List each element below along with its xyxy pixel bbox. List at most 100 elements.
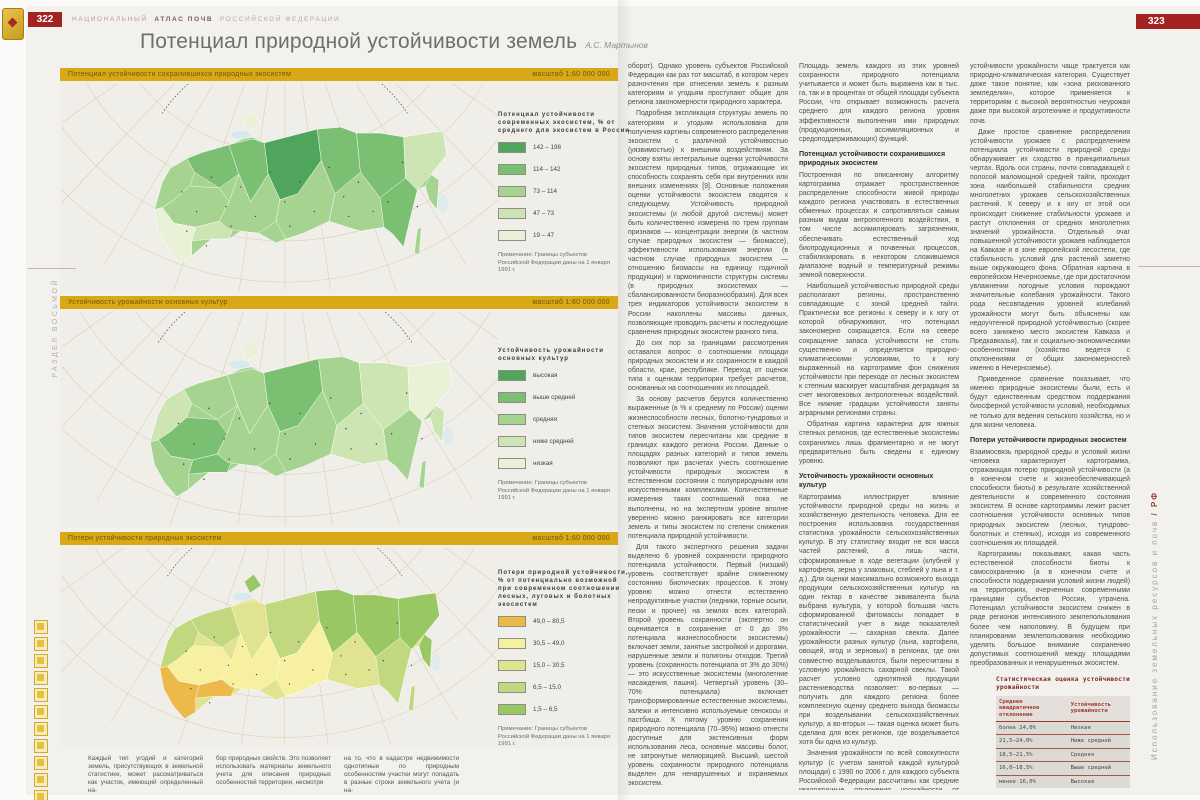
legend-label: выше средней (533, 394, 576, 401)
legend-color-swatch (498, 186, 526, 197)
legend-color-swatch (498, 414, 526, 425)
legend-item: низкая (498, 458, 630, 469)
legend-color-swatch (498, 208, 526, 219)
table-column-header: Среднее квадратичное отклонение (996, 696, 1068, 722)
thumbnail-marker-icon (34, 671, 48, 685)
legend-item: 1,5 – 6,5 (498, 704, 630, 715)
map1-legend-title: Потенциал устойчивости современных экоси… (498, 112, 630, 134)
legend-color-swatch (498, 370, 526, 381)
page-number-right: 323 (1136, 14, 1200, 29)
table-cell: Средняя (1067, 747, 1130, 762)
thumbnail-marker-icon (34, 705, 48, 719)
section-heading: Устойчивость урожайности основных культу… (799, 471, 934, 489)
body-paragraph: Картограмма иллюстрирует влияние устойчи… (799, 493, 959, 747)
map1-legend-note: Примечание: Границы субъектов Российской… (498, 252, 610, 273)
legend-label: 114 – 142 (533, 166, 561, 173)
russia-map (0, 0, 606, 359)
legend-color-swatch (498, 638, 526, 649)
section-label: РАЗДЕЛ ВОСЬМОЙ (52, 278, 59, 378)
legend-label: 49,0 – 80,5 (533, 618, 565, 625)
legend-item: средняя (498, 414, 630, 425)
legend-item: 73 – 114 (498, 186, 630, 197)
map3-title-bar: Потери устойчивости природных экосистем … (60, 532, 618, 545)
settlement-dots (181, 161, 419, 247)
legend-label: 30,5 – 49,0 (533, 640, 565, 647)
table-row: 18,5–21,5% Средняя (996, 747, 1130, 762)
legend-label: 73 – 114 (533, 188, 558, 195)
thumbnail-marker-icon (34, 654, 48, 668)
map3-panel: Потери природной устойчивости, % от поте… (0, 133, 628, 800)
russia-map (0, 133, 592, 800)
map2-canvas (0, 0, 617, 596)
legend-label: 19 – 47 (533, 232, 555, 239)
legend-item: 30,5 – 49,0 (498, 638, 630, 649)
map3-canvas (0, 133, 592, 800)
russia-map (0, 0, 617, 596)
legend-label: ниже средней (533, 438, 574, 445)
table-cell: Низкая (1067, 720, 1130, 735)
map1-legend-rows: 142 – 198 114 – 142 73 – 114 47 – 73 19 – 47 (498, 142, 630, 241)
map3-legend-title: Потери природной устойчивости, % от поте… (498, 570, 629, 608)
table-cell: более 24,0% (996, 720, 1068, 735)
body-text-columns: оборот). Однако уровень субъектов Россий… (628, 62, 1130, 790)
page-title-text: Потенциал природной устойчивости земель (140, 30, 578, 53)
thumbnail-marker-icon (34, 620, 48, 634)
legend-label: 6,5 – 15,0 (533, 684, 562, 691)
atlas-name: НАЦИОНАЛЬНЫЙ АТЛАС ПОЧВ РОССИЙСКОЙ ФЕДЕР… (72, 16, 340, 23)
right-rail-divider (1138, 266, 1200, 267)
body-paragraph: До сих пор за границами рассмотрения ост… (628, 339, 788, 393)
legend-color-swatch (498, 704, 526, 715)
legend-color-swatch (498, 616, 526, 627)
region-shapes (159, 573, 440, 720)
margin-thumbnail-markers (34, 620, 48, 800)
page-number-left: 322 (28, 12, 62, 27)
map2-bar-title: Устойчивость урожайности основных культу… (68, 299, 228, 306)
map2-legend-note: Примечание: Границы субъектов Российской… (498, 480, 610, 501)
legend-color-swatch (498, 142, 526, 153)
legend-label: низкая (533, 460, 553, 467)
legend-label: 1,5 – 6,5 (533, 706, 558, 713)
table-cell: Ниже средней (1067, 734, 1130, 748)
body-paragraph: Для такого экспертного решения задачи вы… (628, 543, 788, 788)
legend-item: 19 – 47 (498, 230, 630, 241)
body-paragraph: Площадь земель каждого из этих уровней с… (799, 63, 959, 143)
thumbnail-marker-icon (34, 637, 48, 651)
chapter-label-suffix: / РФ (1150, 490, 1159, 516)
table: Среднее квадратичное отклонение Устойчиво… (996, 696, 1130, 788)
map2-panel: Устойчивость урожайности основных культу… (0, 0, 618, 596)
chapter-label: Использование земельных ресурсов и почв … (1150, 282, 1159, 760)
map1-legend: Потенциал устойчивости современных экоси… (498, 111, 630, 275)
map1-canvas (0, 0, 606, 359)
caption-column: Каждый тип угодий и категорий земель, пр… (88, 755, 203, 794)
body-paragraph: оборот). Однако уровень субъектов Россий… (628, 63, 788, 107)
legend-label: 142 – 198 (533, 144, 562, 151)
map-caption-columns: Каждый тип угодий и категорий земель, пр… (88, 755, 460, 795)
atlas-name-part3: РОССИЙСКОЙ ФЕДЕРАЦИИ (219, 16, 341, 23)
atlas-name-part1: НАЦИОНАЛЬНЫЙ (72, 16, 148, 23)
section-heading: Потери устойчивости природных экосистем (970, 435, 1127, 444)
map3-legend-note: Примечание: Границы субъектов Российской… (498, 726, 610, 747)
map1-scale: масштаб 1:60 000 000 (532, 71, 610, 78)
map3-legend-rows: 49,0 – 80,5 30,5 – 49,0 15,0 – 30,5 6,5 – 1… (498, 616, 630, 715)
legend-item: 15,0 – 30,5 (498, 660, 630, 671)
thumbnail-marker-icon (34, 756, 48, 770)
legend-label: 47 – 73 (533, 210, 555, 217)
table-title: Статистическая оценка устойчивости урожа… (996, 676, 1130, 691)
author-name: А.С. Мартынов (585, 40, 648, 50)
legend-color-swatch (498, 230, 526, 241)
map2-title-bar: Устойчивость урожайности основных культу… (60, 296, 618, 309)
legend-color-swatch (498, 392, 526, 403)
table-row: менее 16,0% Высокая (996, 774, 1130, 788)
body-paragraph: Даже простое сравнение распределения уст… (970, 128, 1130, 373)
table-cell: менее 16,0% (996, 774, 1068, 788)
legend-item: выше средней (498, 392, 630, 403)
legend-item: ниже средней (498, 436, 630, 447)
body-paragraph: За основу расчетов берутся количественно… (628, 396, 788, 540)
legend-item: 114 – 142 (498, 164, 630, 175)
legend-color-swatch (498, 660, 526, 671)
settlement-dots (185, 622, 412, 704)
caption-column: бор природных свойств. Это позволяет исп… (216, 755, 331, 786)
thumbnail-marker-icon (34, 739, 48, 753)
legend-item: высокая (498, 370, 630, 381)
table-row: более 24,0% Низкая (996, 720, 1130, 735)
